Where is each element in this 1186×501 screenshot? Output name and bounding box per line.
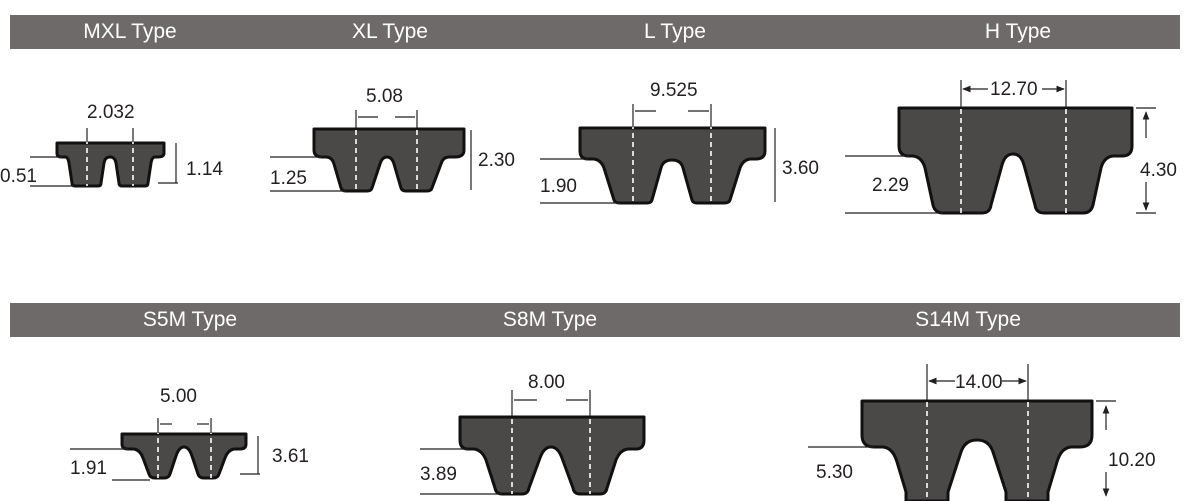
- title-s8m-type: S8M Type: [502, 308, 598, 331]
- belt-body: [897, 106, 1134, 215]
- belt-profile-l: 9.525 1.90 3.60: [540, 80, 819, 205]
- tooth-height-label: 1.90: [540, 176, 577, 197]
- belt-profile-mxl: 2.032 0.51 1.14: [0, 102, 223, 188]
- belt-thickness-label: 2.30: [478, 150, 515, 171]
- header-bar-row-2: [10, 303, 1180, 337]
- belt-thickness-label: 3.60: [782, 158, 819, 179]
- belt-profile-h: 12.70 2.29 4.30: [845, 79, 1177, 215]
- tooth-height-label: 2.29: [872, 175, 909, 196]
- title-h-type: H Type: [984, 20, 1052, 43]
- pitch-label: 2.032: [87, 102, 135, 123]
- belt-body: [120, 432, 248, 480]
- belt-thickness-label: 1.14: [186, 159, 223, 180]
- pitch-label: 8.00: [528, 372, 565, 393]
- tooth-height-label: 1.25: [270, 168, 307, 189]
- belt-thickness-label: 3.61: [272, 446, 309, 467]
- belt-profile-s8m: 8.00 3.89: [420, 372, 646, 496]
- belt-profile-s5m: 5.00 1.91 3.61: [70, 386, 309, 481]
- belt-thickness-label: 4.30: [1140, 160, 1177, 181]
- pitch-label: 9.525: [650, 80, 698, 101]
- title-s5m-type: S5M Type: [142, 308, 238, 331]
- belt-body: [55, 141, 166, 188]
- belt-thickness-label: 10.20: [1108, 450, 1156, 471]
- pitch-label: 5.08: [366, 86, 403, 107]
- header-bar-row-1: [10, 15, 1180, 49]
- pitch-label: 12.70: [990, 79, 1038, 100]
- tooth-height-label: 1.91: [70, 458, 107, 479]
- belt-profile-s14m: 14.00 5.30 10.20: [808, 364, 1156, 501]
- belt-body: [860, 399, 1094, 501]
- tooth-height-label: 0.51: [0, 166, 37, 187]
- title-xl-type: XL Type: [352, 20, 428, 43]
- tooth-height-label: 3.89: [420, 464, 457, 485]
- title-s14m-type: S14M Type: [915, 308, 1021, 331]
- tooth-height-label: 5.30: [816, 462, 853, 483]
- title-l-type: L Type: [644, 20, 706, 43]
- pitch-label: 5.00: [160, 386, 197, 407]
- belt-body: [312, 127, 466, 193]
- belt-body: [458, 415, 646, 496]
- belt-body: [578, 126, 767, 205]
- belt-profile-xl: 5.08 1.25 2.30: [270, 86, 515, 193]
- pitch-label: 14.00: [955, 372, 1003, 393]
- title-mxl-type: MXL Type: [83, 20, 177, 43]
